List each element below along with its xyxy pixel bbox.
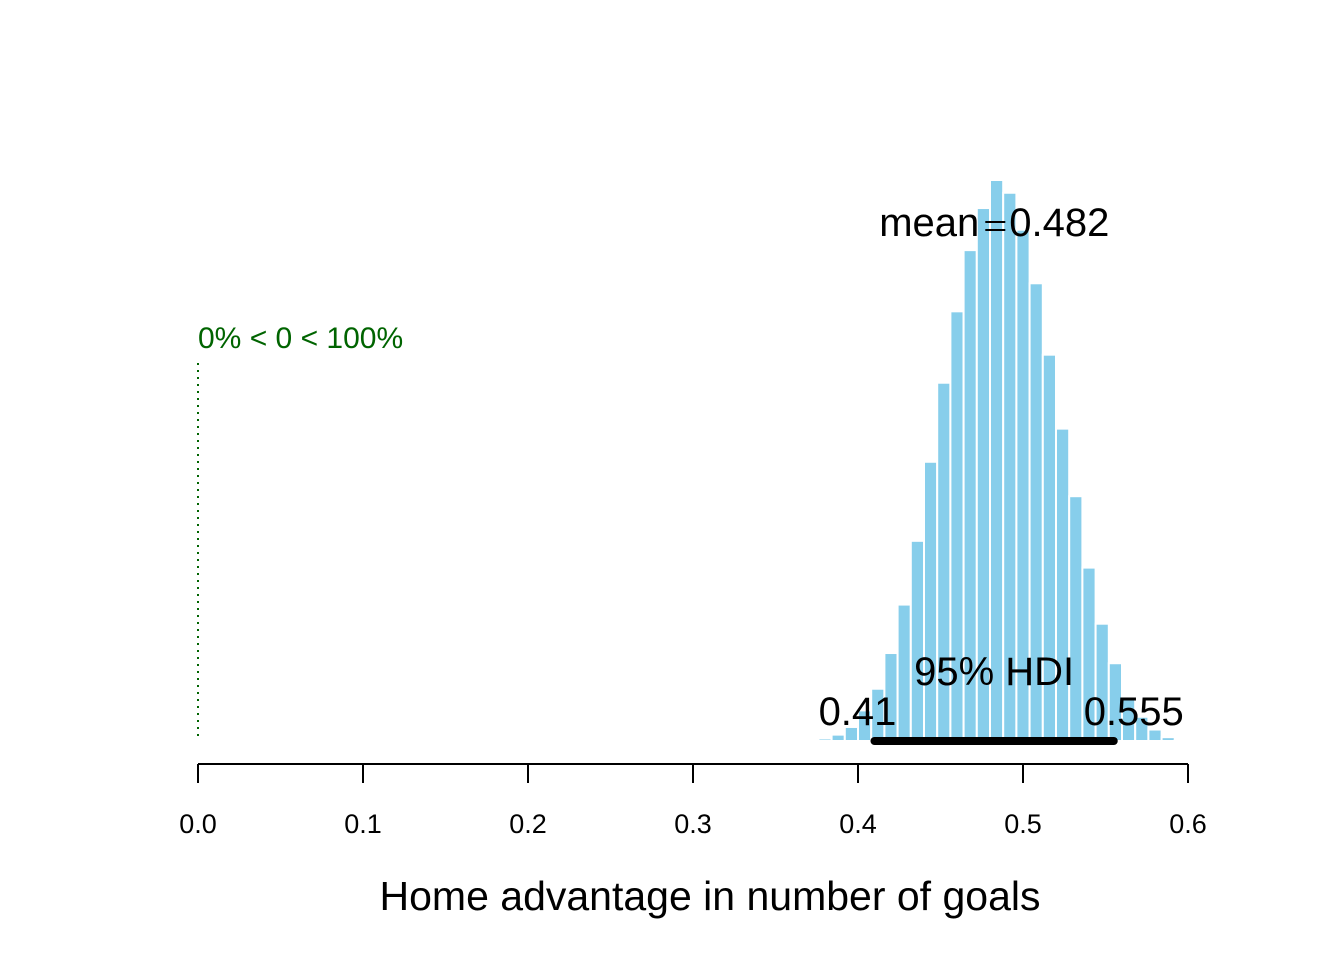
- x-tick-label: 0.1: [344, 809, 382, 839]
- hdi-high-label: 0.555: [1084, 690, 1184, 734]
- x-tick-label: 0.2: [509, 809, 547, 839]
- histogram-bar: [804, 738, 820, 742]
- x-tick-label: 0.3: [674, 809, 712, 839]
- x-tick-label: 0.5: [1004, 809, 1042, 839]
- histogram-bar: [896, 603, 912, 743]
- histogram-bar: [1160, 736, 1176, 742]
- histogram-bar: [1173, 738, 1190, 742]
- x-axis: 0.0 0.1 0.2 0.3 0.4 0.5 0.6: [179, 763, 1207, 839]
- comparison-label: 0% < 0 < 100%: [198, 322, 403, 355]
- histogram-bar: [909, 539, 925, 743]
- x-tick-label: 0.0: [179, 809, 217, 839]
- x-tick-label: 0.4: [839, 809, 877, 839]
- hdi-label: 95% HDI: [914, 650, 1074, 694]
- histogram-bar: [923, 460, 939, 742]
- histogram-bar: [817, 737, 833, 743]
- mean-equals-sign: [985, 221, 1006, 231]
- mean-value: 0.482: [1009, 201, 1109, 245]
- histogram-bar: [830, 733, 846, 742]
- mean-label: mean: [879, 201, 979, 245]
- histogram-bar: [1055, 427, 1071, 742]
- hdi-low-label: 0.41: [819, 690, 897, 734]
- x-tick-label: 0.6: [1169, 809, 1207, 839]
- histogram-bar: [1068, 495, 1084, 743]
- histogram-bar: [1147, 728, 1163, 743]
- x-axis-title: Home advantage in number of goals: [380, 873, 1041, 919]
